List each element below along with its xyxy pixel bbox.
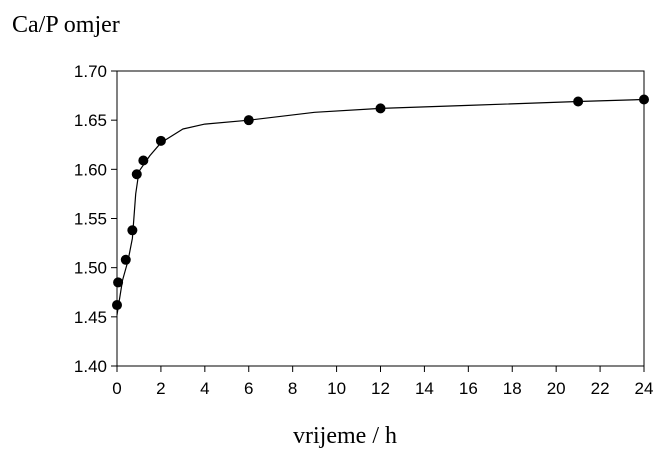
y-tick-label: 1.45 (74, 308, 107, 327)
data-point (120, 254, 131, 265)
data-point (375, 103, 386, 114)
x-axis-label: vrijeme / h (293, 423, 397, 449)
y-tick-label: 1.55 (74, 210, 107, 229)
x-tick-label: 24 (635, 379, 654, 398)
data-point (127, 225, 138, 236)
data-point (138, 155, 149, 166)
x-tick-label: 16 (459, 379, 478, 398)
y-tick-label: 1.60 (74, 160, 107, 179)
x-tick-label: 18 (503, 379, 522, 398)
x-tick-label: 20 (547, 379, 566, 398)
fit-curve-layer (116, 98, 645, 315)
plot-frame (116, 70, 645, 367)
data-point (131, 169, 142, 180)
x-tick-label: 8 (288, 379, 297, 398)
y-tick-label: 1.50 (74, 259, 107, 278)
x-tick-label: 6 (244, 379, 253, 398)
fit-curve (116, 98, 645, 315)
y-tick-label: 1.70 (74, 62, 107, 81)
y-tick-label: 1.40 (74, 357, 107, 376)
x-tick-label: 4 (200, 379, 209, 398)
data-point (112, 300, 122, 311)
x-tick-label: 0 (112, 379, 121, 398)
data-point (639, 94, 649, 105)
x-axis-ticks: 0 2 4 6 8 10 12 14 16 18 20 22 24 (112, 366, 653, 398)
data-point (573, 96, 584, 107)
x-tick-label: 2 (156, 379, 165, 398)
data-point (155, 135, 166, 146)
x-tick-label: 22 (591, 379, 610, 398)
data-point (113, 277, 124, 288)
y-axis-ticks: 1.40 1.45 1.50 1.55 1.60 1.65 1.70 (74, 62, 117, 376)
data-point (243, 115, 254, 126)
y-axis-label: Ca/P omjer (12, 12, 120, 38)
data-points-layer (112, 94, 649, 311)
x-tick-label: 12 (371, 379, 390, 398)
y-tick-label: 1.65 (74, 111, 107, 130)
x-tick-label: 10 (327, 379, 346, 398)
x-tick-label: 14 (415, 379, 434, 398)
